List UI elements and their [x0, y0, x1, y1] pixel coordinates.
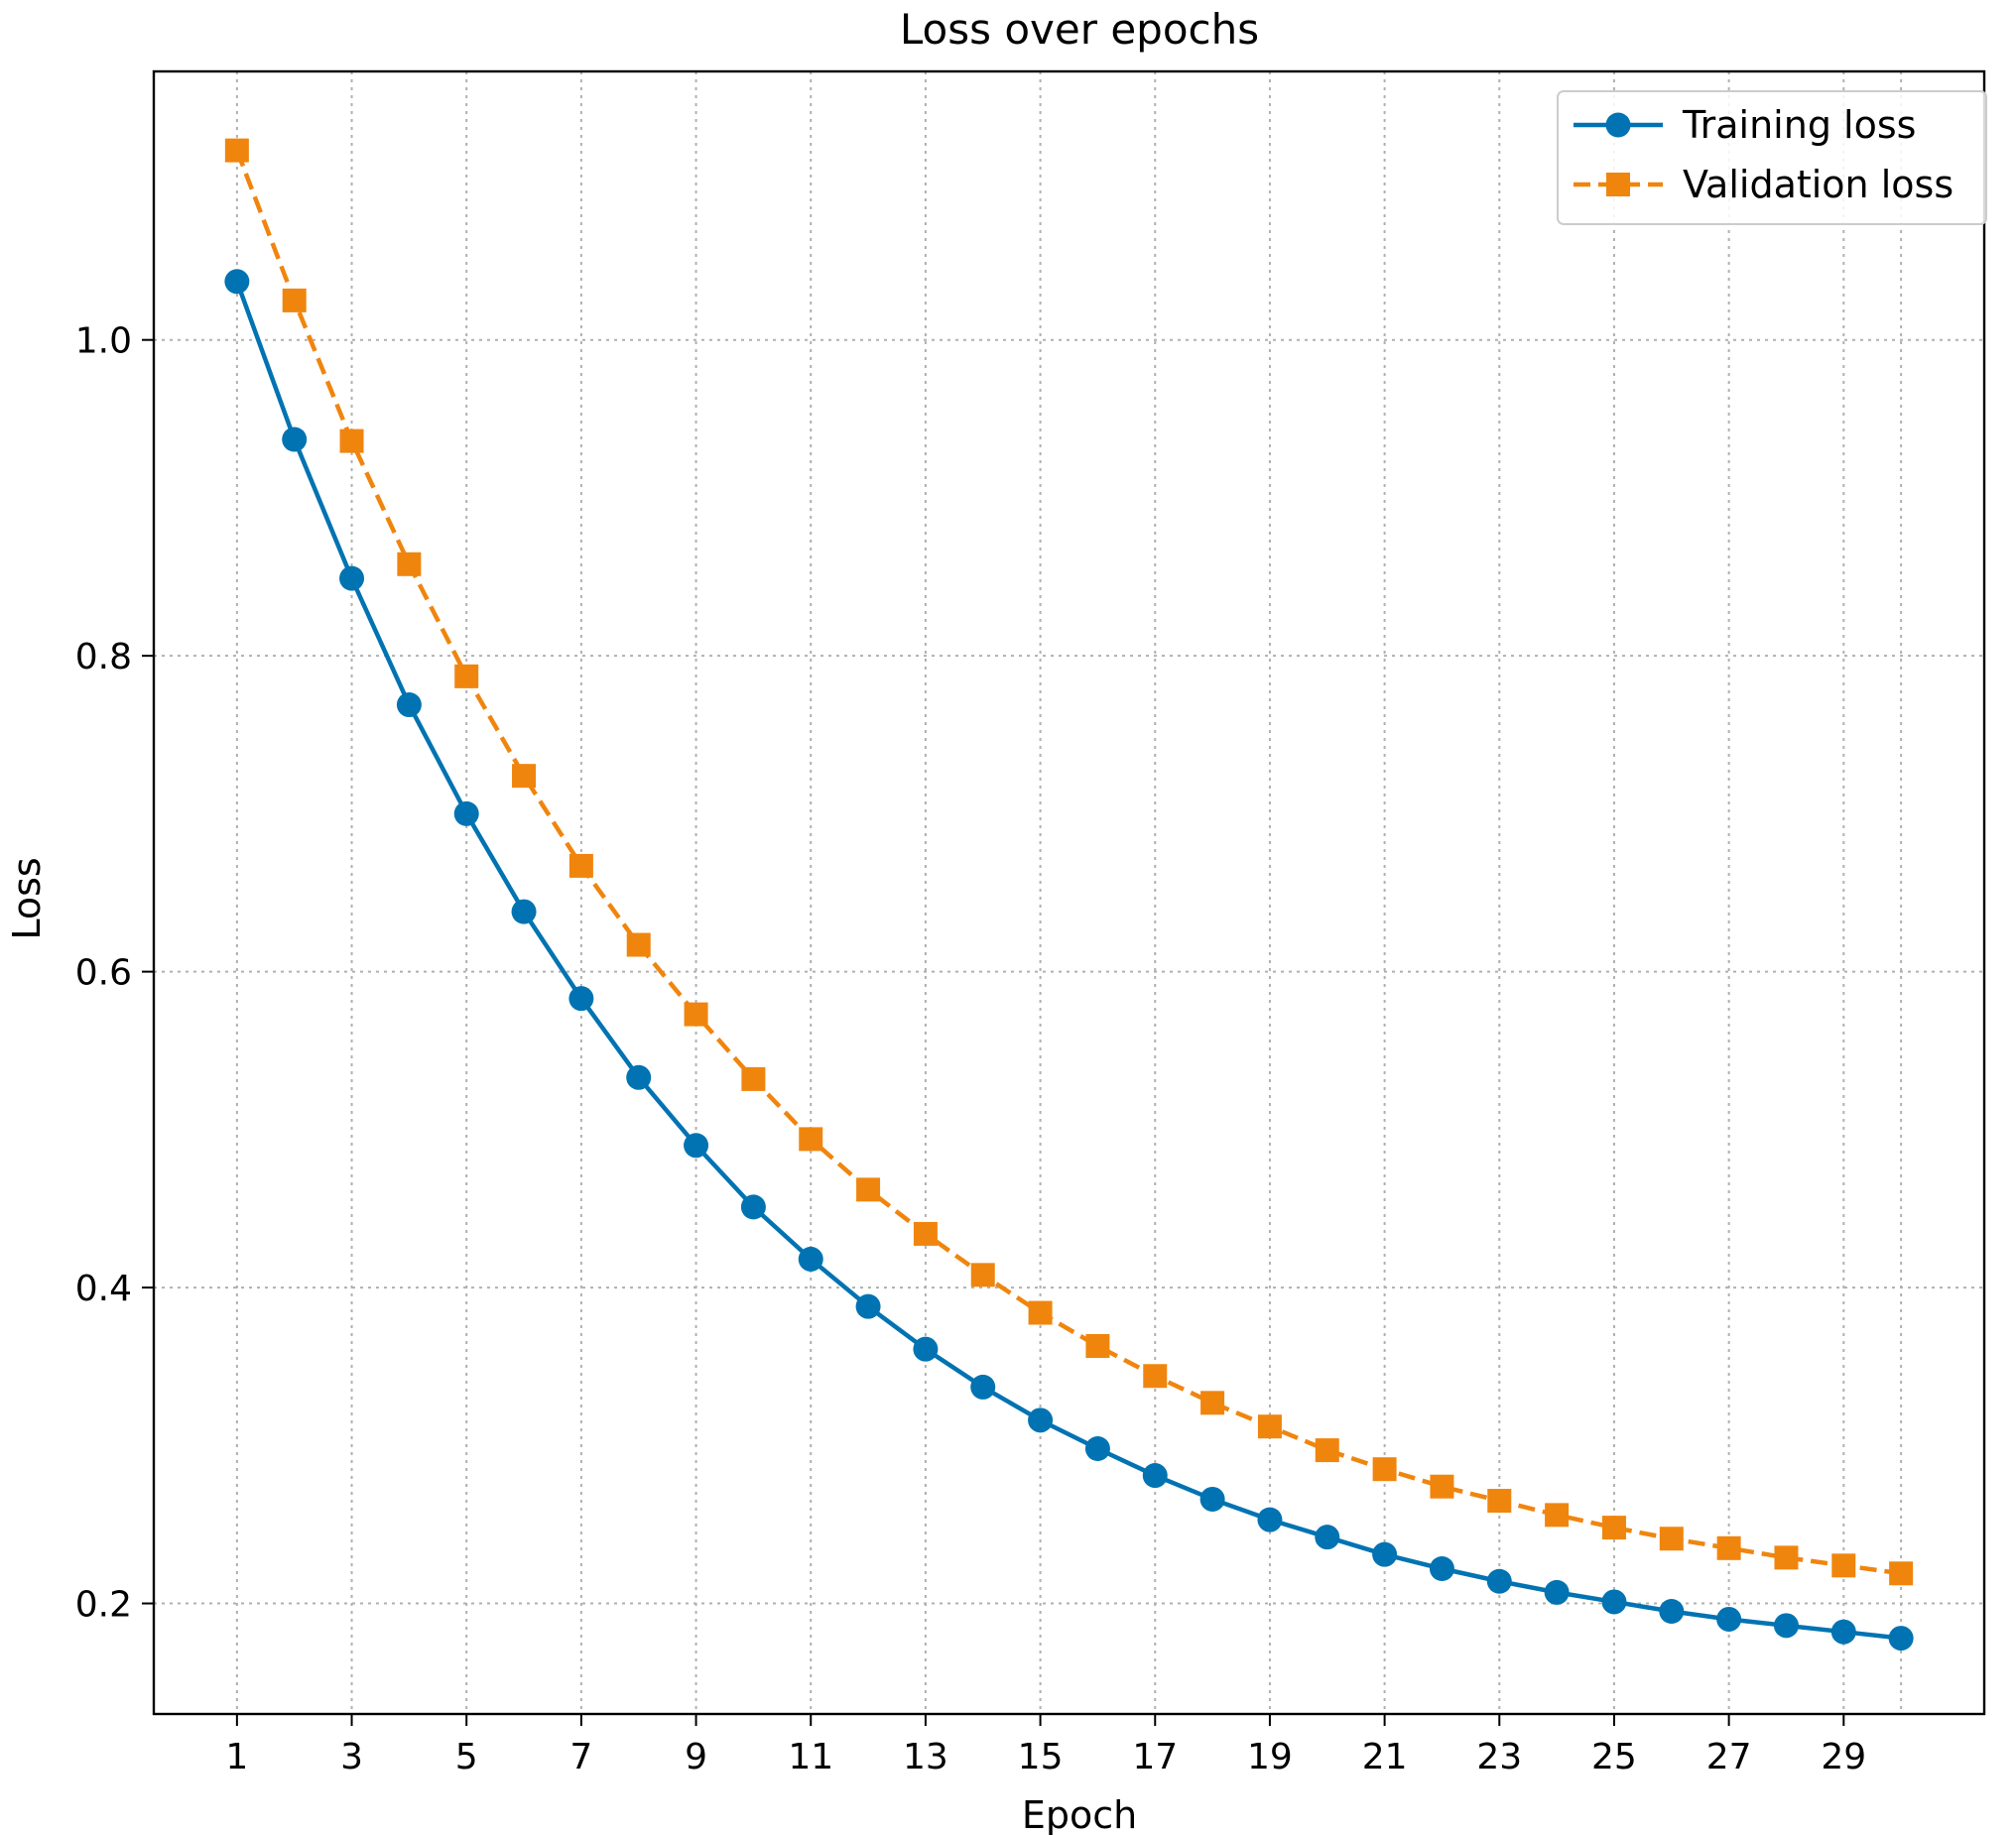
- point-training-12: [855, 1293, 881, 1319]
- x-tick-label-15: 15: [1018, 1737, 1064, 1777]
- point-validation-7: [568, 853, 593, 878]
- x-tick-label-29: 29: [1821, 1737, 1866, 1777]
- point-validation-4: [397, 551, 422, 576]
- point-validation-2: [282, 288, 307, 312]
- point-training-1: [224, 269, 250, 295]
- y-tick-label-3: 0.8: [75, 637, 132, 677]
- point-validation-14: [970, 1263, 995, 1287]
- point-validation-16: [1085, 1333, 1110, 1358]
- point-validation-5: [454, 664, 479, 688]
- series-validation-loss: [224, 138, 1914, 1586]
- y-axis-ticks: 0.2 0.4 0.6 0.8 1.0: [75, 321, 154, 1626]
- x-tick-label-27: 27: [1706, 1737, 1752, 1777]
- legend-marker-validation: [1606, 173, 1630, 196]
- legend-label-0: Training loss: [1682, 103, 1916, 147]
- x-tick-label-7: 7: [569, 1737, 592, 1777]
- point-training-26: [1659, 1599, 1685, 1624]
- point-training-8: [626, 1064, 652, 1090]
- point-validation-10: [741, 1066, 766, 1091]
- legend-box: [1557, 90, 1987, 225]
- point-training-16: [1084, 1435, 1110, 1461]
- point-training-15: [1028, 1407, 1054, 1433]
- point-validation-26: [1659, 1527, 1684, 1551]
- point-training-28: [1773, 1613, 1799, 1639]
- point-training-14: [970, 1374, 996, 1400]
- point-validation-20: [1315, 1438, 1339, 1463]
- point-validation-13: [913, 1221, 938, 1246]
- x-tick-label-3: 3: [340, 1737, 363, 1777]
- point-validation-11: [799, 1127, 823, 1152]
- point-validation-3: [339, 428, 364, 453]
- x-tick-label-1: 1: [225, 1737, 248, 1777]
- point-training-29: [1830, 1619, 1856, 1645]
- point-training-30: [1888, 1626, 1914, 1652]
- y-tick-label-1: 0.4: [75, 1269, 132, 1309]
- point-training-9: [684, 1133, 709, 1159]
- point-validation-28: [1774, 1545, 1799, 1570]
- point-training-11: [798, 1246, 823, 1272]
- point-training-21: [1372, 1541, 1398, 1567]
- point-training-13: [913, 1336, 939, 1362]
- x-tick-label-23: 23: [1476, 1737, 1522, 1777]
- point-validation-24: [1545, 1503, 1570, 1528]
- x-tick-label-11: 11: [788, 1737, 833, 1777]
- x-tick-label-5: 5: [455, 1737, 478, 1777]
- point-validation-1: [224, 138, 249, 163]
- point-validation-8: [626, 932, 651, 957]
- y-tick-label-4: 1.0: [75, 321, 132, 362]
- point-training-22: [1429, 1556, 1454, 1582]
- point-training-10: [740, 1194, 766, 1220]
- point-validation-12: [856, 1177, 881, 1202]
- series-training-loss: [224, 269, 1914, 1652]
- x-axis-label: Epoch: [1022, 1793, 1137, 1835]
- point-validation-15: [1028, 1300, 1053, 1325]
- point-validation-25: [1601, 1516, 1626, 1540]
- point-validation-29: [1831, 1553, 1856, 1578]
- y-tick-label-2: 0.6: [75, 953, 132, 994]
- point-training-5: [453, 800, 479, 826]
- x-axis-ticks: 1 3 5 7 9 11 13 15 17 19 21 23 25 27 29: [225, 1714, 1866, 1777]
- chart-title: Loss over epochs: [900, 5, 1259, 54]
- x-tick-label-21: 21: [1362, 1737, 1408, 1777]
- point-training-4: [396, 692, 422, 718]
- point-training-23: [1486, 1568, 1512, 1594]
- x-tick-label-17: 17: [1132, 1737, 1178, 1777]
- point-training-2: [282, 427, 308, 452]
- x-tick-label-19: 19: [1247, 1737, 1293, 1777]
- axes-frame: [152, 69, 1986, 1716]
- point-validation-30: [1889, 1561, 1914, 1586]
- point-training-3: [339, 565, 365, 591]
- y-tick-label-0: 0.2: [75, 1585, 132, 1626]
- legend-marker-training: [1605, 112, 1631, 138]
- point-training-18: [1199, 1486, 1225, 1512]
- point-training-20: [1315, 1525, 1340, 1550]
- point-training-19: [1257, 1507, 1283, 1532]
- legend: Training loss Validation loss: [1557, 90, 1987, 225]
- point-validation-18: [1200, 1391, 1225, 1415]
- point-validation-17: [1143, 1364, 1168, 1389]
- x-tick-label-13: 13: [903, 1737, 948, 1777]
- point-training-27: [1716, 1606, 1742, 1632]
- point-training-17: [1142, 1463, 1168, 1489]
- point-validation-21: [1372, 1457, 1397, 1482]
- point-training-6: [511, 899, 537, 924]
- point-validation-27: [1716, 1535, 1741, 1560]
- x-tick-label-25: 25: [1591, 1737, 1637, 1777]
- point-validation-22: [1430, 1474, 1454, 1499]
- point-training-7: [568, 986, 594, 1012]
- point-validation-6: [512, 764, 537, 789]
- point-validation-9: [684, 1002, 708, 1027]
- x-tick-label-9: 9: [685, 1737, 707, 1777]
- point-training-24: [1544, 1579, 1570, 1605]
- point-validation-23: [1487, 1489, 1512, 1514]
- y-axis-label: Loss: [5, 857, 49, 939]
- point-validation-19: [1257, 1414, 1282, 1439]
- point-training-25: [1601, 1589, 1627, 1615]
- legend-label-1: Validation loss: [1683, 163, 1953, 206]
- series-layer: [224, 138, 1914, 1652]
